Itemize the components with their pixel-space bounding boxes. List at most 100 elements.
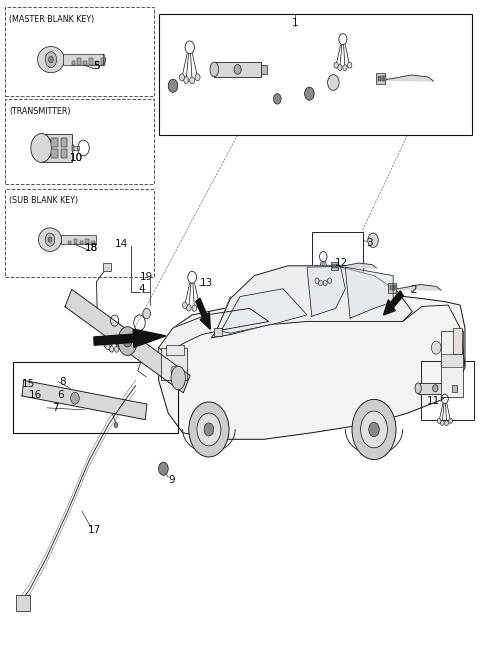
Circle shape	[327, 75, 339, 91]
Circle shape	[234, 64, 241, 74]
Circle shape	[305, 87, 314, 100]
Circle shape	[171, 366, 178, 375]
Circle shape	[45, 233, 55, 246]
Text: 10: 10	[70, 153, 83, 163]
Text: 8: 8	[60, 377, 66, 386]
Polygon shape	[22, 380, 147, 420]
Polygon shape	[104, 54, 106, 65]
Bar	[77, 58, 81, 65]
Text: 17: 17	[87, 525, 101, 535]
Bar	[60, 138, 67, 148]
Text: (SUB BLANK KEY): (SUB BLANK KEY)	[9, 196, 78, 205]
Circle shape	[114, 346, 119, 352]
Bar	[16, 595, 30, 611]
Circle shape	[327, 278, 332, 283]
Polygon shape	[335, 263, 377, 268]
Bar	[5, 99, 154, 184]
Bar	[331, 262, 338, 270]
Bar	[51, 149, 58, 158]
Text: 2: 2	[410, 285, 417, 295]
Bar	[336, 264, 337, 268]
Bar	[80, 241, 83, 244]
Bar	[337, 264, 338, 268]
Circle shape	[184, 77, 189, 83]
Circle shape	[119, 344, 123, 350]
Text: 9: 9	[169, 475, 175, 485]
Circle shape	[192, 305, 197, 312]
Polygon shape	[158, 308, 269, 356]
Text: 14: 14	[115, 239, 128, 249]
Circle shape	[195, 74, 200, 81]
Text: 4: 4	[139, 284, 145, 294]
Ellipse shape	[415, 383, 421, 394]
Circle shape	[437, 419, 441, 423]
Circle shape	[318, 280, 323, 285]
Circle shape	[109, 346, 114, 352]
Polygon shape	[345, 267, 393, 318]
Bar	[85, 239, 89, 244]
Bar	[441, 331, 463, 397]
Circle shape	[315, 278, 319, 283]
Text: 3: 3	[366, 238, 372, 248]
Circle shape	[180, 74, 184, 81]
Polygon shape	[384, 291, 403, 315]
Bar	[214, 62, 261, 77]
Circle shape	[360, 411, 387, 448]
Circle shape	[323, 280, 327, 286]
Circle shape	[168, 79, 178, 92]
Circle shape	[158, 462, 168, 476]
Bar	[60, 235, 96, 244]
Bar	[74, 239, 77, 244]
Bar	[441, 354, 463, 367]
Bar	[396, 285, 397, 290]
Polygon shape	[196, 298, 210, 329]
Bar	[68, 241, 71, 244]
Bar	[312, 232, 363, 279]
Bar	[103, 263, 111, 271]
Circle shape	[343, 65, 347, 71]
Circle shape	[441, 420, 444, 425]
Bar	[72, 145, 74, 152]
Bar	[332, 264, 333, 268]
Circle shape	[190, 77, 194, 84]
Bar	[453, 328, 462, 354]
Polygon shape	[382, 75, 433, 81]
Circle shape	[71, 392, 79, 404]
Bar	[89, 58, 93, 65]
Bar	[63, 54, 104, 65]
Bar	[166, 345, 184, 356]
Polygon shape	[211, 266, 412, 338]
Bar	[158, 14, 472, 135]
Circle shape	[197, 302, 202, 308]
Text: 1: 1	[292, 18, 299, 28]
Circle shape	[432, 341, 441, 354]
Text: (TRANSMITTER): (TRANSMITTER)	[9, 107, 71, 115]
Ellipse shape	[38, 228, 61, 251]
Polygon shape	[94, 329, 166, 348]
Bar	[378, 76, 379, 81]
Ellipse shape	[37, 47, 64, 73]
Bar	[60, 149, 67, 158]
Text: (MASTER BLANK KEY): (MASTER BLANK KEY)	[9, 15, 95, 24]
Circle shape	[48, 237, 52, 242]
Text: 10: 10	[70, 153, 83, 163]
Circle shape	[368, 233, 378, 247]
Bar	[384, 76, 386, 81]
Circle shape	[352, 400, 396, 460]
Text: 6: 6	[57, 390, 64, 400]
Circle shape	[123, 335, 132, 347]
Polygon shape	[158, 295, 465, 440]
Ellipse shape	[31, 134, 52, 163]
Text: 7: 7	[52, 403, 59, 413]
Circle shape	[449, 419, 453, 423]
Ellipse shape	[210, 62, 218, 77]
Text: 15: 15	[22, 379, 35, 388]
Bar	[380, 76, 382, 81]
Circle shape	[187, 304, 191, 311]
Bar	[101, 58, 105, 65]
Text: 19: 19	[140, 272, 153, 282]
Polygon shape	[307, 266, 345, 316]
Text: 18: 18	[85, 243, 98, 253]
Bar	[376, 73, 385, 83]
Bar	[5, 7, 154, 96]
